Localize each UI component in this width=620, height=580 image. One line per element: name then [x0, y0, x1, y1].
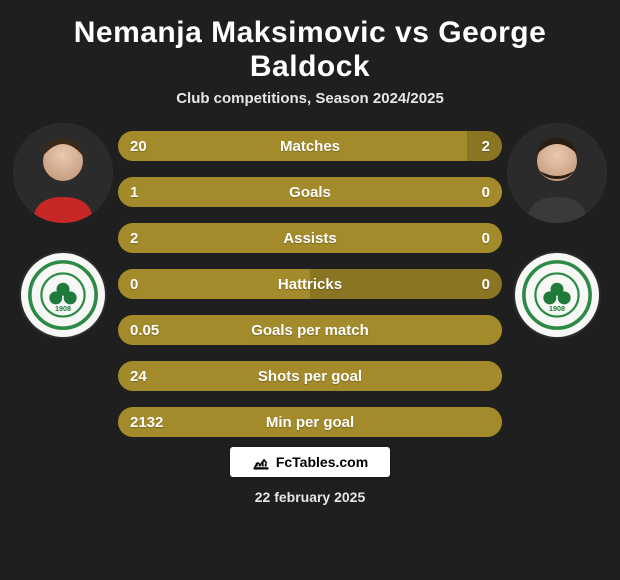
stat-right-value: 0 [482, 223, 490, 253]
stat-row: 2Assists0 [118, 223, 502, 253]
brand-label: FcTables.com [276, 454, 368, 470]
svg-text:1908: 1908 [549, 304, 565, 313]
avatar-placeholder-icon [507, 123, 607, 223]
page-title: Nemanja Maksimovic vs George Baldock [0, 0, 620, 90]
stat-row: 1Goals0 [118, 177, 502, 207]
comparison-content: 1908 20Matches21Goals02Assists00Hattrick… [0, 123, 620, 437]
stat-bars: 20Matches21Goals02Assists00Hattricks00.0… [118, 123, 502, 437]
club-crest-icon: 1908 [27, 259, 99, 331]
svg-text:1908: 1908 [55, 304, 71, 313]
stat-label: Min per goal [118, 407, 502, 437]
stat-label: Goals [118, 177, 502, 207]
stat-label: Goals per match [118, 315, 502, 345]
stat-right-value: 0 [482, 269, 490, 299]
stat-label: Assists [118, 223, 502, 253]
stat-right-value: 2 [482, 131, 490, 161]
stat-row: 24Shots per goal [118, 361, 502, 391]
subtitle: Club competitions, Season 2024/2025 [0, 90, 620, 123]
stat-row: 20Matches2 [118, 131, 502, 161]
brand-chart-icon [252, 453, 270, 471]
left-player-avatar [13, 123, 113, 223]
date-label: 22 february 2025 [255, 489, 366, 505]
stat-right-value: 0 [482, 177, 490, 207]
right-side: 1908 [502, 123, 612, 337]
stat-label: Shots per goal [118, 361, 502, 391]
right-player-avatar [507, 123, 607, 223]
stat-row: 0Hattricks0 [118, 269, 502, 299]
left-club-crest: 1908 [21, 253, 105, 337]
stat-row: 2132Min per goal [118, 407, 502, 437]
right-club-crest: 1908 [515, 253, 599, 337]
brand-badge[interactable]: FcTables.com [230, 447, 390, 477]
avatar-placeholder-icon [13, 123, 113, 223]
club-crest-icon: 1908 [521, 259, 593, 331]
stat-label: Matches [118, 131, 502, 161]
left-side: 1908 [8, 123, 118, 337]
stat-label: Hattricks [118, 269, 502, 299]
footer: FcTables.com 22 february 2025 [0, 447, 620, 505]
stat-row: 0.05Goals per match [118, 315, 502, 345]
